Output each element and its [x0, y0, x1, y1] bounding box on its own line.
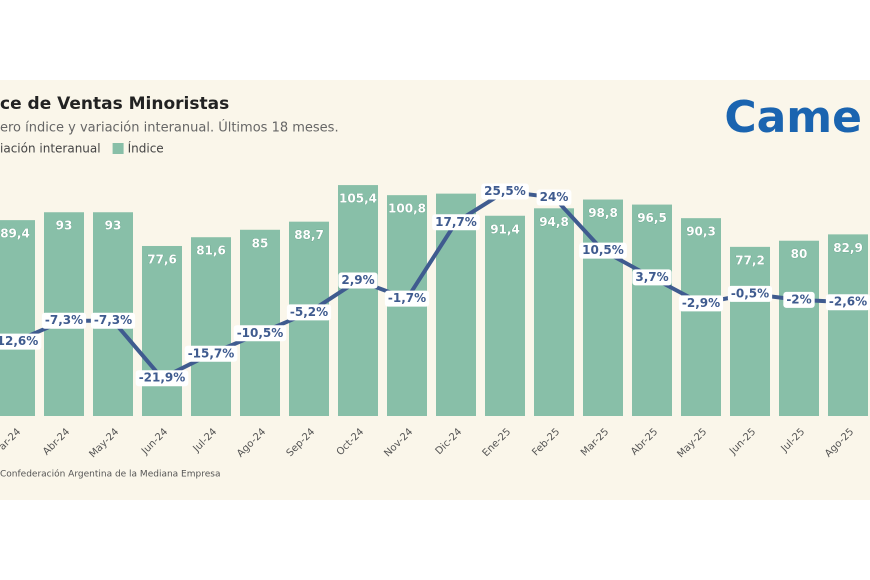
bar-value-label: 100,8	[388, 202, 426, 216]
bar-value-label: 89,4	[0, 227, 30, 241]
bar-value-label: 85	[252, 236, 269, 250]
line-value-label: -7,3%	[45, 313, 83, 327]
line-value-label: 3,7%	[635, 270, 668, 284]
bar-value-label: 82,9	[833, 241, 863, 255]
bar	[485, 215, 525, 416]
bar-value-label: 96,5	[637, 211, 667, 225]
bar-value-label: 77,2	[735, 253, 765, 267]
line-label-bg	[632, 269, 672, 286]
line-label-bg	[90, 312, 136, 329]
line-label-bg	[432, 214, 480, 231]
line-value-label: 10,5%	[582, 243, 624, 257]
bar	[436, 193, 476, 416]
bar	[338, 185, 378, 416]
bar-value-label: 93	[56, 219, 73, 233]
bar	[730, 246, 770, 416]
line-value-label: -0,5%	[731, 286, 769, 300]
line-value-label: -2,9%	[682, 296, 720, 310]
line-value-label: 17,7%	[435, 215, 477, 229]
legend-label: Índice	[128, 141, 164, 156]
bar-value-label: 93	[105, 219, 122, 233]
line-label-bg	[384, 290, 430, 307]
bar-value-label: 90,3	[686, 225, 716, 239]
line-value-label: 25,5%	[484, 184, 526, 198]
bar-value-label: 80	[791, 247, 808, 261]
line-value-label: -2%	[786, 292, 811, 306]
line-label-bg	[481, 183, 529, 200]
bar	[828, 234, 868, 416]
bar-value-label: 94,8	[539, 215, 569, 229]
line-value-label: -2,6%	[829, 295, 867, 309]
line-label-bg	[233, 325, 287, 342]
line-label-bg	[678, 295, 724, 312]
source: Confederación Argentina de la Mediana Em…	[0, 469, 220, 480]
bar-value-label: 88,7	[294, 228, 324, 242]
line-value-label: -10,5%	[237, 326, 284, 340]
bar-value-label: 91,4	[490, 222, 520, 236]
line-label-bg	[825, 294, 870, 311]
line-value-label: -1,7%	[388, 291, 426, 305]
bar-value-label: 77,6	[147, 252, 177, 266]
line-value-label: -7,3%	[94, 313, 132, 327]
bar	[0, 220, 35, 416]
line-label-bg	[41, 312, 87, 329]
line-value-label: -12,6%	[0, 334, 38, 348]
line-label-bg	[727, 285, 773, 302]
chart-subtitle: ero índice y variación interanual. Últim…	[0, 120, 339, 136]
line-value-label: -5,2%	[290, 305, 328, 319]
bar	[583, 199, 623, 416]
bar-value-label: 98,8	[588, 206, 618, 220]
line-label-bg	[783, 291, 815, 308]
legend-label: iación interanual	[0, 142, 101, 156]
chart-title: ce de Ventas Minoristas	[0, 94, 229, 114]
line-value-label: 2,9%	[341, 273, 374, 287]
line-label-bg	[286, 304, 332, 321]
line-label-bg	[0, 333, 42, 350]
bar-value-label: 105,4	[339, 192, 377, 206]
logo: Came	[724, 92, 862, 143]
bar	[142, 245, 182, 416]
legend-swatch	[112, 143, 124, 154]
line-label-bg	[184, 345, 238, 362]
line-label-bg	[536, 189, 572, 206]
bar	[534, 208, 574, 416]
bar-value-label: 81,6	[196, 244, 226, 258]
line-value-label: -21,9%	[139, 371, 186, 385]
line-label-bg	[338, 272, 378, 289]
bar	[681, 218, 721, 416]
line-value-label: 24%	[540, 190, 569, 204]
bar	[240, 229, 280, 416]
bar	[632, 204, 672, 416]
line-label-bg	[135, 370, 189, 387]
line-label-bg	[579, 242, 627, 259]
bar	[191, 237, 231, 416]
line-value-label: -15,7%	[188, 346, 235, 360]
bar	[779, 240, 819, 416]
